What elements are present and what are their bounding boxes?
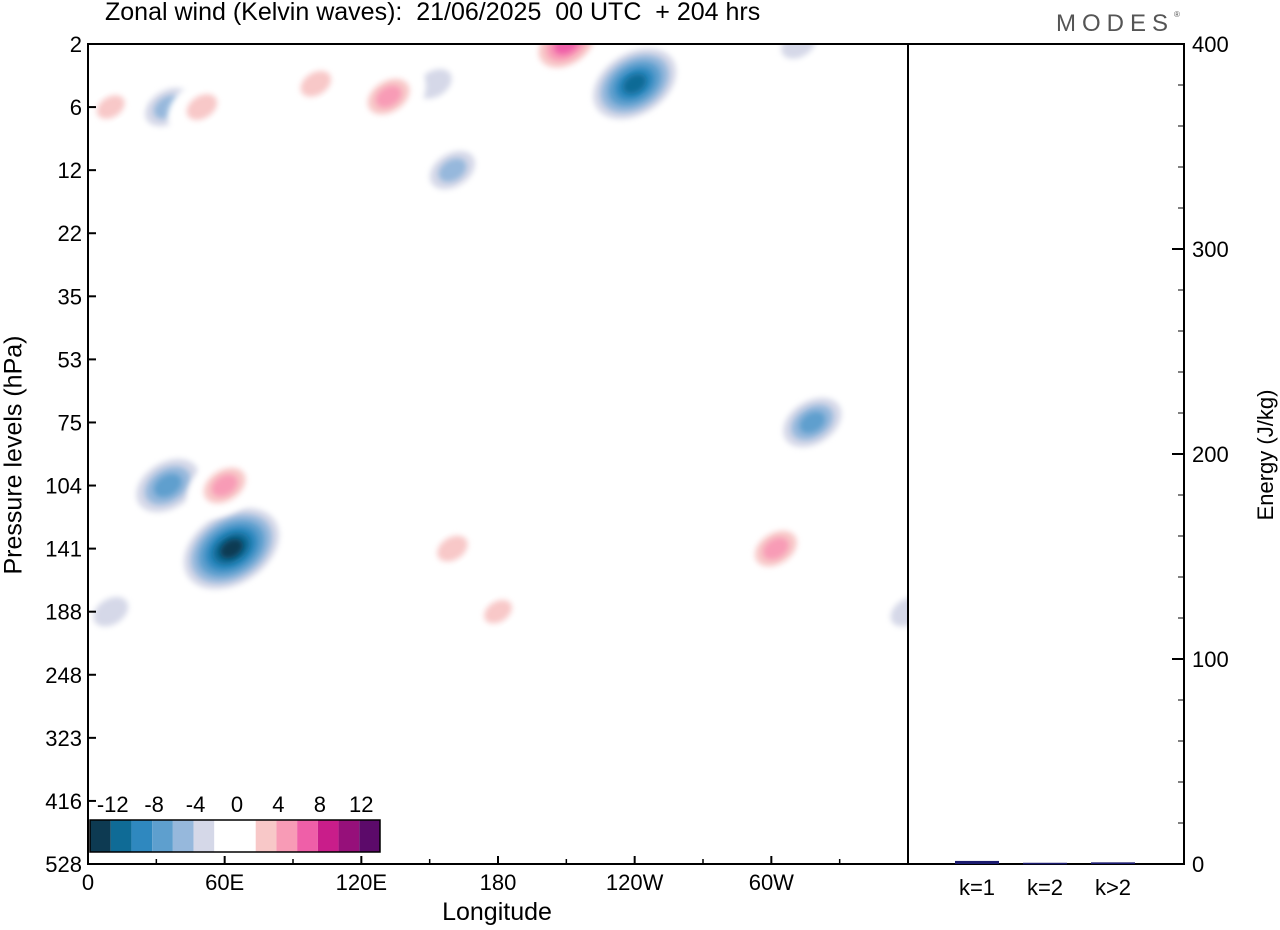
- colorbar-swatch: [110, 820, 132, 852]
- colorbar-swatch: [193, 820, 215, 852]
- colorbar-swatch: [214, 820, 235, 852]
- chart-title: Zonal wind (Kelvin waves): 21/06/2025 00…: [105, 0, 761, 26]
- energy-bar-chart: 0 100 200 300 400 k=1 k=2 k>2: [907, 32, 1229, 900]
- colorbar-label: 8: [314, 792, 326, 817]
- energy-bar: [1023, 862, 1067, 865]
- colorbar-swatch: [297, 820, 318, 852]
- colorbar-swatch: [235, 820, 256, 852]
- energy-category-label: k>2: [1095, 875, 1131, 900]
- contour-band: [622, 73, 647, 94]
- energy-tick-label: 300: [1192, 237, 1229, 262]
- energy-category-label: k=1: [959, 875, 995, 900]
- x-axis-label: Longitude: [442, 898, 552, 926]
- map-frame: [87, 43, 909, 865]
- energy-tick-label: 0: [1192, 852, 1204, 877]
- contour-band: [219, 538, 244, 559]
- y-tick-label: 35: [58, 284, 82, 309]
- contour-band: [527, 598, 560, 625]
- colorbar-swatch: [317, 820, 339, 852]
- contour-band: [186, 94, 218, 120]
- contour-band: [211, 474, 238, 497]
- colorbar-label: 0: [231, 792, 243, 817]
- contour-band: [484, 599, 512, 624]
- contour-band: [438, 158, 467, 182]
- wind-anomaly: [176, 501, 287, 596]
- x-tick-label: 120E: [336, 870, 387, 895]
- contour-band: [437, 535, 468, 562]
- y-tick-label: 416: [45, 789, 82, 814]
- contour-band: [375, 85, 402, 108]
- wind-anomaly: [88, 587, 140, 636]
- contour-band: [799, 411, 826, 434]
- y-tick-label: 75: [58, 410, 82, 435]
- energy-tick-label: 200: [1192, 442, 1229, 467]
- contour-band: [93, 596, 129, 627]
- colorbar-label: -8: [144, 792, 164, 817]
- wind-anomaly: [518, 590, 569, 634]
- y-tick-label: 323: [45, 726, 82, 751]
- wind-anomaly: [606, 182, 664, 231]
- y-tick-label: 6: [70, 95, 82, 120]
- wind-anomaly: [466, 585, 530, 639]
- energy-bar: [1091, 862, 1135, 864]
- colorbar-label: 12: [349, 792, 373, 817]
- contour-band: [617, 191, 653, 222]
- y-tick-label: 53: [58, 347, 82, 372]
- energy-tick-label: 400: [1192, 32, 1229, 57]
- wind-anomaly: [421, 143, 484, 197]
- energy-bar: [955, 860, 999, 864]
- y-tick-label: 104: [45, 474, 82, 499]
- wind-anomaly: [351, 65, 426, 129]
- wind-anomaly: [654, 464, 706, 508]
- colorbar-label: -4: [186, 792, 206, 817]
- contour-band: [96, 95, 125, 119]
- y-tick-label: 528: [45, 852, 82, 877]
- wind-anomaly: [775, 390, 850, 455]
- colorbar-swatch: [359, 820, 380, 852]
- x-tick-label: 120W: [606, 870, 664, 895]
- energy-frame: [907, 43, 1185, 865]
- x-tick-label: 60E: [205, 870, 244, 895]
- colorbar-swatch: [90, 820, 111, 852]
- x-tick-label: 0: [82, 870, 94, 895]
- y-tick-label: 141: [45, 537, 82, 562]
- colorbar-swatch: [276, 820, 298, 852]
- modes-logo: MODES®: [1056, 10, 1180, 37]
- y-tick-label: 188: [45, 600, 82, 625]
- wind-anomaly: [167, 78, 237, 137]
- wind-anomaly: [127, 451, 208, 520]
- y-tick-label: 12: [58, 158, 82, 183]
- contour-band: [300, 70, 332, 97]
- y-tick-label: 248: [45, 663, 82, 688]
- colorbar-swatch: [172, 820, 194, 852]
- colorbar-frame: [89, 819, 381, 853]
- contour-band: [416, 69, 452, 99]
- wind-anomaly: [418, 519, 487, 578]
- colorbar-swatch: [152, 820, 173, 852]
- y-tick-label: 2: [70, 32, 82, 57]
- energy-category-label: k=2: [1027, 875, 1063, 900]
- wind-anomaly: [585, 44, 684, 126]
- contour-band: [664, 472, 696, 499]
- energy-tick-label: 100: [1192, 647, 1229, 672]
- colorbar-label: 4: [272, 792, 284, 817]
- wind-anomaly: [281, 54, 351, 113]
- colorbar-swatch: [131, 820, 153, 852]
- wind-anomaly: [187, 453, 262, 518]
- contour-band: [153, 473, 182, 498]
- contour-band: [554, 44, 579, 55]
- colorbar-swatch: [255, 820, 277, 852]
- colorbar-label: -12: [97, 792, 129, 817]
- contour-band: [762, 537, 789, 560]
- colorbar-legend: -12 -8 -4 0 4 8 12: [89, 792, 381, 853]
- x-tick-label: 60W: [749, 870, 794, 895]
- wind-anomaly: [88, 80, 143, 134]
- wind-field: [88, 44, 908, 639]
- x-tick-label: 180: [480, 870, 517, 895]
- y-tick-label: 22: [58, 221, 82, 246]
- colorbar-swatch: [338, 820, 360, 852]
- brand-text: MODES: [1056, 10, 1175, 37]
- wind-anomaly: [738, 517, 814, 581]
